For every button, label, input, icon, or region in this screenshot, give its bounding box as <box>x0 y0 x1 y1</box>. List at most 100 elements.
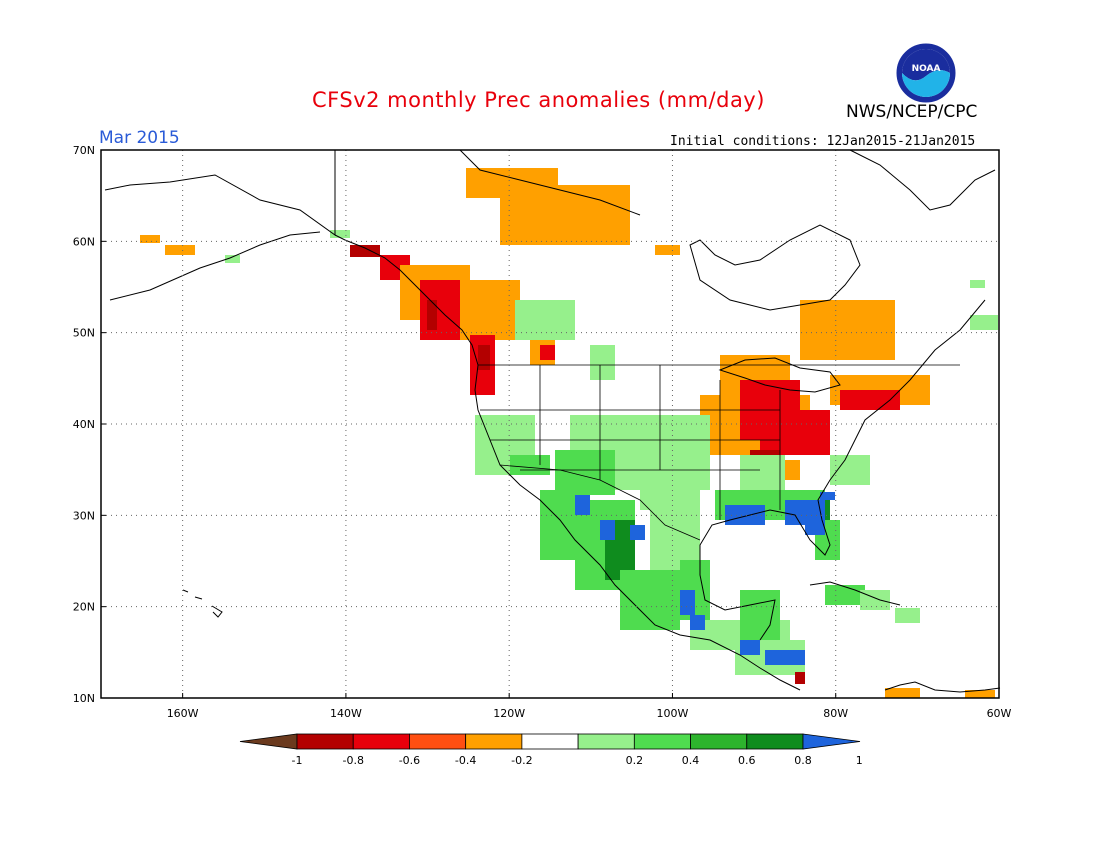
legend-color-box <box>746 733 804 750</box>
lat-tick-label: 30N <box>73 509 95 522</box>
lat-tick-label: 60N <box>73 235 95 248</box>
anomaly-cell <box>740 640 760 655</box>
hudson-bay <box>689 224 861 311</box>
legend-color-box <box>577 733 635 750</box>
anomaly-cell <box>330 230 350 238</box>
legend-label: 0.2 <box>626 754 644 767</box>
lon-tick-label: 100W <box>657 707 689 720</box>
lat-tick-label: 10N <box>73 692 95 705</box>
anomaly-cell <box>765 650 805 665</box>
lat-tick-label: 40N <box>73 418 95 431</box>
anomaly-cell <box>690 615 705 630</box>
forecast-period: Mar 2015 <box>99 128 180 148</box>
anomaly-cell <box>740 455 785 495</box>
anomaly-cell <box>460 280 520 340</box>
lat-tick-label: 50N <box>73 327 95 340</box>
great-lakes <box>718 357 841 393</box>
latitude-labels: 70N 60N 50N 40N 30N 20N 10N <box>73 144 106 705</box>
legend-label: -0.6 <box>399 754 420 767</box>
noaa-logo: NOAA <box>895 42 957 104</box>
hawaii-islands <box>182 589 223 618</box>
legend-label: 0.4 <box>682 754 700 767</box>
anomaly-cell <box>140 235 160 243</box>
initial-conditions: Initial conditions: 12Jan2015-21Jan2015 <box>670 134 976 149</box>
coastlines <box>104 149 1001 693</box>
legend-label: 0.6 <box>738 754 756 767</box>
anomaly-cell <box>478 345 490 370</box>
legend-color-box <box>352 733 410 750</box>
anomaly-cells-layer <box>140 168 998 698</box>
logo-text: NOAA <box>912 64 941 74</box>
anomaly-cell <box>825 585 865 605</box>
legend-arrow-high <box>802 733 861 750</box>
arctic-islands <box>459 149 641 216</box>
lon-tick-label: 120W <box>493 707 525 720</box>
lon-tick-label: 140W <box>330 707 362 720</box>
lon-tick-label: 160W <box>167 707 199 720</box>
colorbar-legend: -1 -0.8 -0.6 -0.4 -0.2 0.2 0.4 0.6 0.8 1 <box>239 733 863 767</box>
anomaly-cell <box>510 455 550 475</box>
anomaly-cell <box>965 690 995 698</box>
anomaly-cell <box>840 390 900 410</box>
agency-label: NWS/NCEP/CPC <box>846 102 978 122</box>
legend-color-box <box>465 733 523 750</box>
anomaly-cell <box>970 280 985 288</box>
legend-label: -0.8 <box>342 754 363 767</box>
legend-label: -0.4 <box>455 754 476 767</box>
anomaly-cell <box>820 492 835 500</box>
anomaly-cell <box>740 590 780 640</box>
anomaly-cell <box>555 450 615 495</box>
anomaly-cell <box>680 590 695 615</box>
lat-tick-label: 20N <box>73 601 95 614</box>
legend-arrow-low <box>239 733 298 750</box>
legend-label: -1 <box>292 754 303 767</box>
anomaly-cell <box>830 455 870 485</box>
anomaly-cell <box>427 300 437 330</box>
longitude-labels: 160W 140W 120W 100W 80W 60W <box>167 693 1012 720</box>
anomaly-cell <box>800 300 895 360</box>
anomaly-cell <box>860 590 890 610</box>
anomaly-cell <box>515 300 575 340</box>
anomaly-cell <box>655 245 680 255</box>
anomaly-cell <box>165 245 195 255</box>
anomaly-cell <box>760 410 830 455</box>
anomaly-cell <box>350 245 380 257</box>
anomaly-cell <box>640 450 700 510</box>
lon-tick-label: 60W <box>987 707 1012 720</box>
anomaly-cell <box>795 672 805 684</box>
legend-color-box <box>521 733 579 750</box>
anomaly-cell <box>225 255 240 263</box>
anomaly-cell <box>630 525 645 540</box>
anomaly-cell <box>885 688 920 698</box>
anomaly-cell <box>575 495 590 515</box>
anomaly-cell <box>540 345 555 360</box>
lon-tick-label: 80W <box>823 707 848 720</box>
alaska-coast <box>104 150 336 236</box>
anomaly-cell <box>805 515 825 535</box>
us-mexico-border <box>499 464 701 541</box>
legend-color-box <box>296 733 354 750</box>
legend-label: 1 <box>856 754 863 767</box>
atlantic-gulf-coast <box>699 299 986 641</box>
political-borders <box>478 364 960 541</box>
anomaly-cell <box>500 185 630 245</box>
south-america-coast <box>884 681 1001 693</box>
us-state-borders-h <box>480 409 780 471</box>
legend-color-box <box>690 733 748 750</box>
anomaly-cell <box>725 505 765 525</box>
lat-tick-label: 70N <box>73 144 95 157</box>
anomaly-cell <box>970 315 998 330</box>
anomaly-cell <box>590 345 615 380</box>
anomaly-cell <box>620 570 680 630</box>
us-state-borders <box>539 365 781 520</box>
cuba-coast <box>809 581 901 606</box>
anomaly-cell <box>600 520 615 540</box>
legend-label: 0.8 <box>794 754 812 767</box>
legend-label: -0.2 <box>511 754 532 767</box>
anomaly-cell <box>895 608 920 623</box>
alaska-south-coast <box>109 231 321 301</box>
anomaly-cell <box>540 490 580 560</box>
chart-title: CFSv2 monthly Prec anomalies (mm/day) <box>312 88 765 112</box>
legend-color-box <box>409 733 467 750</box>
